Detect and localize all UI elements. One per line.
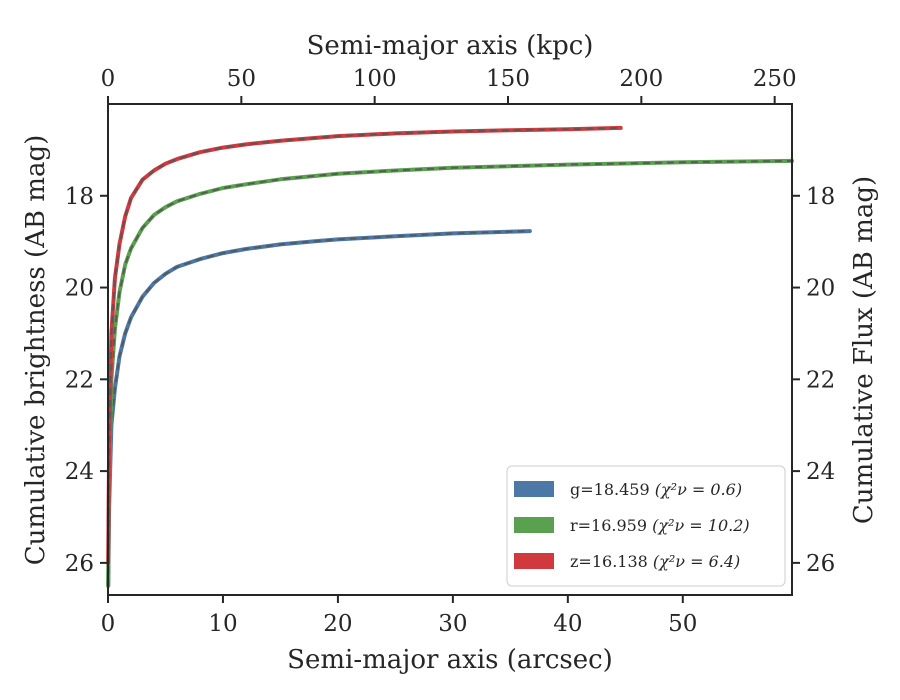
top-x-axis-label: Semi-major axis (kpc) [307, 31, 594, 61]
y-axis-label: Cumulative brightness (AB mag) [21, 135, 51, 566]
curves-layer [106, 125, 794, 588]
y-tick-label-1: 20 [65, 276, 94, 302]
top-x-tick-label-2: 100 [353, 66, 397, 92]
model-line-2 [107, 126, 621, 563]
legend: g=18.459 (χ²ν = 0.6)r=16.959 (χ²ν = 10.2… [506, 465, 786, 587]
x-tick-label-0: 0 [101, 611, 116, 637]
top-x-ticks: 0 50 100 150 200 250 [101, 66, 797, 104]
top-x-tick-label-4: 200 [619, 66, 663, 92]
plot-frame [107, 103, 793, 596]
right-y-tick-label-0: 18 [806, 184, 835, 210]
x-tick-label-4: 40 [553, 611, 582, 637]
top-x-tick-label-1: 50 [227, 66, 256, 92]
legend-band-2: z=16.138 [570, 552, 653, 571]
y-tick-label-0: 18 [65, 184, 94, 210]
y-tick-label-3: 24 [65, 459, 94, 485]
x-tick-label-1: 10 [208, 611, 237, 637]
left-y-ticks: 18 20 22 24 26 [65, 184, 108, 577]
legend-band-1: r=16.959 [570, 516, 652, 535]
legend-label-2: z=16.138 (χ²ν = 6.4) [570, 552, 740, 571]
x-axis-label: Semi-major axis (arcsec) [287, 645, 613, 675]
legend-swatch-0 [514, 481, 554, 497]
legend-box [506, 465, 786, 587]
series-line-0 [106, 229, 532, 588]
model-line-1 [107, 159, 793, 586]
model-line-0 [107, 230, 530, 586]
legend-label-0: g=18.459 (χ²ν = 0.6) [570, 480, 742, 499]
y-tick-label-2: 22 [65, 367, 94, 393]
legend-label-1: r=16.959 (χ²ν = 10.2) [570, 516, 750, 535]
legend-chi-1: (χ²ν = 10.2) [652, 516, 750, 535]
top-x-tick-label-3: 150 [486, 66, 530, 92]
right-y-tick-label-1: 20 [806, 276, 835, 302]
x-tick-label-2: 20 [323, 611, 352, 637]
legend-swatch-1 [514, 517, 554, 533]
bottom-x-ticks: 0 10 20 30 40 50 [101, 595, 697, 637]
right-y-tick-label-3: 24 [806, 459, 835, 485]
right-y-tick-label-4: 26 [806, 551, 835, 577]
right-y-tick-label-2: 22 [806, 367, 835, 393]
legend-chi-0: (χ²ν = 0.6) [655, 480, 742, 499]
legend-band-0: g=18.459 [570, 480, 655, 499]
right-y-ticks: 18 20 22 24 26 [792, 184, 835, 577]
legend-chi-2: (χ²ν = 6.4) [653, 552, 740, 571]
top-x-tick-label-5: 250 [753, 66, 797, 92]
x-tick-label-3: 30 [438, 611, 467, 637]
top-x-tick-label-0: 0 [101, 66, 116, 92]
right-y-axis-label: Cumulative Flux (AB mag) [849, 176, 879, 524]
y-tick-label-4: 26 [65, 551, 94, 577]
x-tick-label-5: 50 [668, 611, 697, 637]
legend-swatch-2 [514, 553, 554, 569]
